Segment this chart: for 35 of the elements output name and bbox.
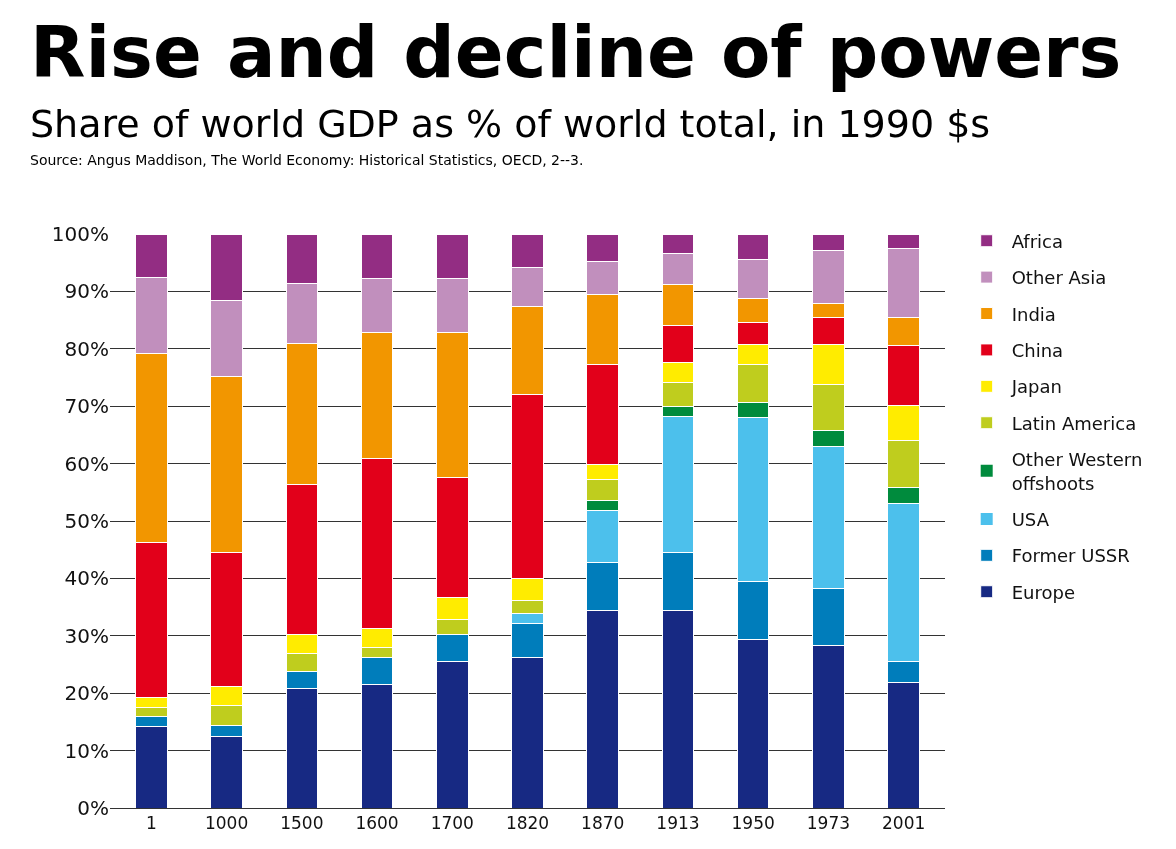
x-tick-label: 1913	[656, 813, 700, 834]
legend-label: Africa	[1011, 230, 1064, 252]
legend-label: Latin America	[1011, 412, 1137, 434]
x-tick-label: 1820	[505, 813, 550, 834]
y-tick-label: 20%	[64, 681, 109, 706]
x-tick-label: 2001	[882, 813, 926, 834]
y-tick-label: 80%	[64, 336, 109, 361]
x-tick-label: 1	[145, 813, 157, 834]
chart-title: Rise and decline of powers	[30, 10, 1122, 94]
x-tick-label: 1600	[355, 813, 399, 834]
y-tick-label: 10%	[64, 738, 109, 763]
legend-label: China	[1011, 339, 1064, 361]
legend-label: Europe	[1011, 581, 1076, 603]
x-tick-label: 1973	[806, 813, 851, 834]
chart-subtitle: Share of world GDP as % of world total, in 1990 $s	[30, 102, 991, 146]
x-tick-label: 1500	[280, 813, 324, 834]
y-tick-label: 70%	[64, 394, 109, 419]
x-tick-label: 1870	[581, 813, 625, 834]
x-tick-label: 1950	[731, 813, 775, 834]
legend-label: Japan	[1010, 376, 1062, 398]
y-tick-label: 60%	[64, 451, 109, 476]
y-tick-label: 30%	[64, 623, 109, 648]
y-tick-label: 40%	[64, 566, 109, 591]
x-tick-label: 1700	[430, 813, 474, 834]
y-tick-label: 0%	[77, 796, 109, 820]
legend-label: USA	[1011, 508, 1050, 530]
y-tick-label: 100%	[51, 222, 109, 246]
y-tick-label: 50%	[64, 509, 109, 533]
source-note: Source: Angus Maddison, The World Economy: Historical Statistics, OECD, 2--3.	[30, 152, 584, 168]
legend-label: Former USSR	[1011, 545, 1130, 567]
y-tick-label: 90%	[64, 279, 109, 304]
legend-label: Other Western offshoots	[1011, 449, 1143, 494]
x-tick-label: 1000	[204, 813, 249, 834]
legend-label: Other Asia	[1011, 267, 1107, 289]
legend-label: India	[1011, 303, 1056, 325]
